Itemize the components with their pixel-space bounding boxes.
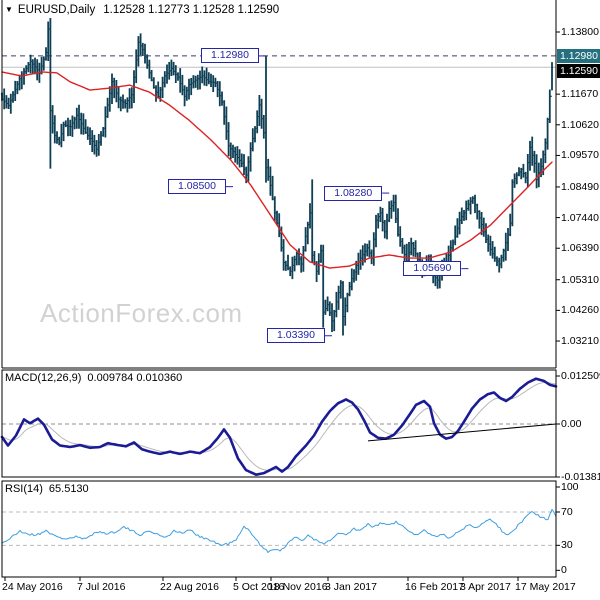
price-axis-label: 1.13800 [561,26,599,38]
date-axis-label: 18 Nov 2016 [268,581,328,593]
date-axis-label: 7 Jul 2016 [77,581,126,593]
date-axis-label: 5 Oct 2016 [233,581,285,593]
price-axis-label: 1.07440 [561,211,599,224]
rsi-indicator-label: RSI(14) 65.5130 [5,483,95,495]
macd-axis-label: 0.00 [561,418,582,430]
price-axis-label: 1.10620 [561,118,599,131]
price-axis-label: 1.08490 [561,180,599,193]
rsi-axis-label: 0 [561,564,567,577]
price-axis-label: 1.05310 [561,273,599,286]
price-annotation[interactable]: 1.08280 [324,185,383,201]
rsi-value: 65.5130 [48,483,89,495]
price-annotation[interactable]: 1.12980 [201,48,259,64]
ohlc-values: 1.12528 1.12773 1.12528 1.12590 [103,4,280,16]
price-annotation[interactable]: 1.03390 [267,328,325,344]
macd-axis-label: 0.012509 [561,369,600,382]
symbol-period-label: EURUSD,Daily [17,4,96,16]
current-price-tag: 1.12590 [557,64,600,78]
rsi-axis-label: 70 [561,505,573,518]
chart-title-bar: ▼ EURUSD,Daily 1.12528 1.12773 1.12528 1.1… [5,4,279,16]
rsi-name: RSI(14) [5,483,43,495]
price-axis-label: 1.09570 [561,149,599,162]
price-panel [0,18,556,337]
price-annotation[interactable]: 1.08500 [168,179,226,195]
price-axis-label: 1.11670 [561,88,599,101]
macd-panel [0,377,558,477]
macd-name: MACD(12,26,9) [5,372,82,384]
date-axis-label: 16 Feb 2017 [405,581,464,593]
date-axis-label: 24 May 2016 [2,581,63,593]
rsi-axis-label: 30 [561,539,573,552]
price-axis-label: 1.06390 [561,242,599,255]
collapse-arrow-icon[interactable]: ▼ [5,5,13,14]
date-axis-label: 3 Apr 2017 [460,581,511,593]
resistance-price-tag: 1.12980 [557,49,600,63]
date-axis-label: 17 May 2017 [515,581,576,593]
macd-indicator-label: MACD(12,26,9) 0.009784 0.010360 [5,372,188,384]
price-axis-label: 1.03210 [561,335,599,348]
rsi-panel [1,508,557,553]
date-axis-label: 3 Jan 2017 [325,581,377,593]
price-annotation[interactable]: 1.05690 [403,261,462,277]
macd-values: 0.009784 0.010360 [87,372,183,384]
watermark: ActionForex.com [40,298,243,328]
rsi-axis-label: 100 [561,481,579,493]
date-axis-label: 22 Aug 2016 [160,581,219,593]
price-axis-label: 1.04260 [561,304,599,317]
macd-axis-label: -0.013813 [561,471,600,483]
panel-borders [1,0,560,581]
